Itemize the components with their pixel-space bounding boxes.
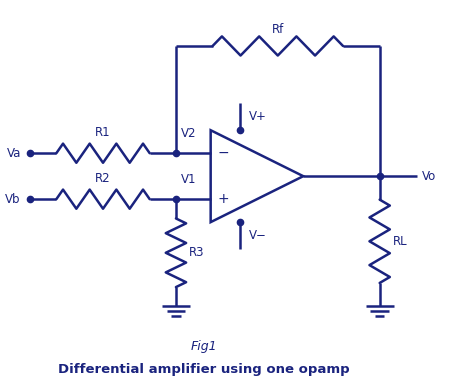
Text: −: − — [218, 146, 230, 160]
Text: Differential amplifier using one opamp: Differential amplifier using one opamp — [58, 363, 350, 376]
Text: R1: R1 — [95, 126, 111, 139]
Text: RL: RL — [393, 235, 407, 248]
Text: V1: V1 — [181, 173, 196, 186]
Text: Fig1: Fig1 — [190, 340, 217, 353]
Text: +: + — [218, 192, 230, 206]
Text: V2: V2 — [181, 127, 196, 140]
Text: Rf: Rf — [272, 23, 284, 36]
Text: V+: V+ — [249, 110, 267, 123]
Text: Va: Va — [6, 147, 21, 160]
Text: Vo: Vo — [422, 170, 437, 183]
Text: V−: V− — [249, 229, 267, 242]
Text: R2: R2 — [95, 172, 111, 185]
Text: R3: R3 — [189, 246, 204, 259]
Text: Vb: Vb — [6, 193, 21, 206]
